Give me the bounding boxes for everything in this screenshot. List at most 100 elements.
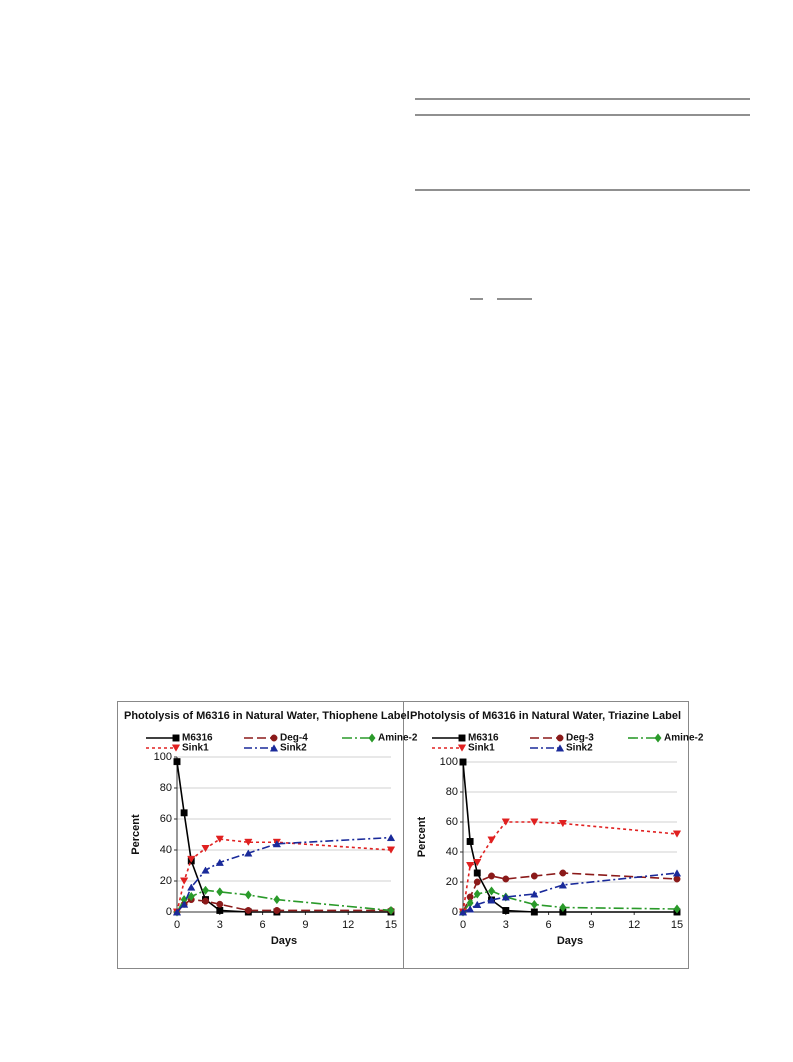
legend-label: Deg-3 [566,733,594,744]
data-point [244,890,252,900]
y-tick-label: 0 [166,906,172,918]
data-point [673,875,681,883]
series-line [176,889,392,913]
y-tick-label: 60 [160,813,172,825]
data-point [672,869,682,877]
data-point [201,866,210,874]
legend-marker [654,733,662,743]
data-point [530,818,539,826]
legend-label: M6316 [468,733,499,744]
data-point [466,838,474,845]
data-point [244,849,253,857]
x-tick-label: 6 [546,919,552,931]
y-axis-label: Percent [416,816,428,857]
data-point [216,900,224,908]
data-point [187,891,195,902]
data-point [244,907,252,914]
legend-label: Sink2 [280,743,307,754]
data-point [559,869,567,877]
data-point [501,893,510,901]
x-tick-label: 9 [588,919,594,931]
data-point [473,889,481,899]
legend-marker [269,744,279,752]
data-point [244,838,253,846]
legend-label: Sink1 [468,743,495,754]
series-line [462,872,678,913]
data-point [488,886,496,896]
x-tick-label: 15 [385,919,397,931]
y-tick-label: 20 [446,876,458,888]
x-tick-label: 15 [671,919,683,931]
x-tick-label: 12 [342,919,354,931]
x-tick-label: 3 [217,919,223,931]
legend-label: Sink1 [182,743,209,754]
x-axis-label: Days [271,935,297,947]
series-line [176,836,392,913]
legend-marker [555,744,565,752]
legend-marker [457,744,467,752]
data-point [386,846,396,854]
data-point [386,833,396,842]
data-point [202,885,210,895]
data-point [187,883,196,891]
data-point [272,840,281,848]
y-tick-label: 0 [452,906,458,918]
x-tick-label: 3 [503,919,509,931]
y-tick-label: 60 [446,816,458,828]
data-point [387,905,395,916]
data-point [530,908,538,916]
y-tick-label: 80 [446,786,458,798]
data-point [487,836,496,844]
data-point [216,907,224,914]
chart-title: Photolysis of M6316 in Natural Water, Tr… [410,710,681,722]
data-point [215,835,224,843]
data-point [180,877,189,885]
x-tick-label: 12 [628,919,640,931]
y-tick-label: 40 [446,846,458,858]
data-point [216,887,224,897]
x-tick-label: 9 [302,919,308,931]
series-line [462,761,677,913]
x-tick-label: 6 [260,919,266,931]
data-point [530,872,538,880]
y-tick-label: 20 [160,875,172,887]
data-point [487,896,496,904]
legend-label: Sink2 [566,743,593,754]
data-point [466,862,475,870]
data-point [201,845,210,853]
series-line [176,898,391,913]
data-point [273,907,281,914]
legend-label: Amine-2 [378,733,418,744]
data-point [559,902,567,913]
data-point [473,869,481,877]
data-point [202,897,209,905]
legend-label: M6316 [182,733,213,744]
data-point [558,820,567,828]
data-point [466,905,475,913]
legend-marker [368,733,376,743]
data-point [187,855,196,863]
data-point [180,809,188,817]
series-line [176,761,391,913]
data-point [488,872,495,880]
data-point [273,894,281,905]
data-point [459,758,467,766]
data-point [530,899,538,910]
chart-title: Photolysis of M6316 in Natural Water, Th… [124,710,410,722]
y-axis-label: Percent [130,814,142,855]
data-point [502,875,510,883]
legend-marker [270,734,278,742]
x-tick-label: 0 [174,919,180,931]
x-tick-label: 0 [460,919,466,931]
data-point [180,900,189,908]
y-tick-label: 40 [160,844,172,856]
x-axis-label: Days [557,935,583,947]
legend-marker [171,744,181,752]
data-point [473,900,482,908]
data-point [672,830,682,838]
data-point [172,908,182,916]
data-point [473,859,482,867]
data-point [530,890,539,898]
legend-marker [556,734,564,742]
